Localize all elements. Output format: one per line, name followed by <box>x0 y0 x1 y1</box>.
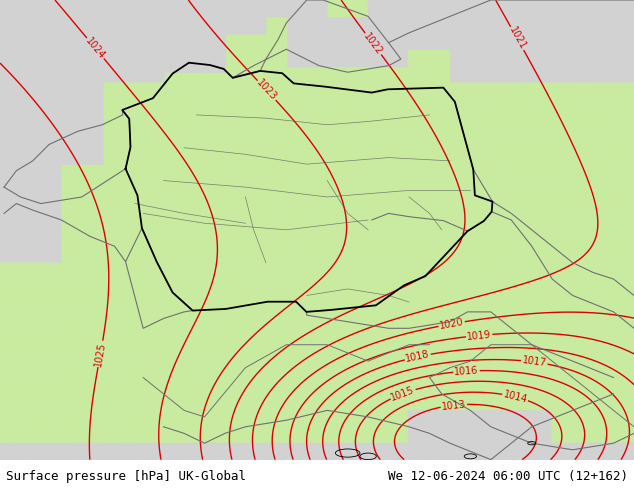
Text: 1018: 1018 <box>404 349 430 364</box>
Text: 1017: 1017 <box>522 355 547 368</box>
Text: 1016: 1016 <box>454 366 479 377</box>
Text: 1023: 1023 <box>255 78 279 103</box>
Text: 1013: 1013 <box>441 399 467 412</box>
Text: 1020: 1020 <box>439 317 465 331</box>
Text: 1022: 1022 <box>362 31 385 57</box>
Text: 1021: 1021 <box>507 25 527 51</box>
Text: We 12-06-2024 06:00 UTC (12+162): We 12-06-2024 06:00 UTC (12+162) <box>387 470 628 483</box>
Text: Surface pressure [hPa] UK-Global: Surface pressure [hPa] UK-Global <box>6 470 247 483</box>
Text: 1024: 1024 <box>84 36 107 61</box>
Text: 1014: 1014 <box>502 389 528 405</box>
Text: 1025: 1025 <box>93 341 108 367</box>
Text: 1019: 1019 <box>467 329 492 342</box>
Text: 1015: 1015 <box>389 385 416 403</box>
